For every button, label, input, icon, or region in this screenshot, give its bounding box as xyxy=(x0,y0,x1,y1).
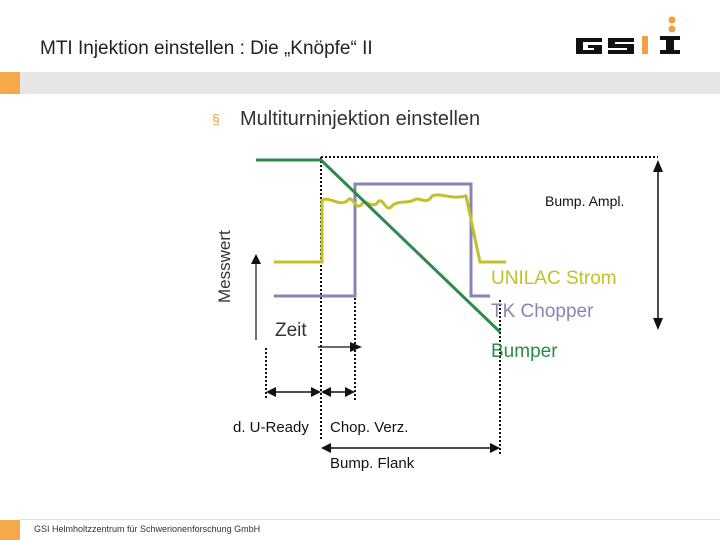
bump-flank-label: Bump. Flank xyxy=(330,455,415,472)
bump-ampl-label: Bump. Ampl. xyxy=(545,193,625,209)
chopper-trace xyxy=(274,182,490,298)
legend-bumper: Bumper xyxy=(491,341,558,362)
bump-ampl-arrowhead-bottom xyxy=(653,318,663,330)
bump-ampl-arrowhead-top xyxy=(653,160,663,172)
footer-text: GSI Helmholtzzentrum für Schwerionenfors… xyxy=(34,524,261,534)
x-axis-label: Zeit xyxy=(275,320,307,341)
footer-divider xyxy=(20,519,720,520)
bullet-icon: § xyxy=(212,111,220,127)
chop-verz-label: Chop. Verz. xyxy=(330,419,409,436)
y-axis-arrowhead xyxy=(251,254,261,264)
bumper-trace xyxy=(256,158,502,334)
legend-unilac: UNILAC Strom xyxy=(491,268,617,289)
gsi-logo xyxy=(576,16,680,54)
legend-chopper: TK Chopper xyxy=(491,301,594,322)
unilac-trace xyxy=(274,193,506,264)
subtitle: Multiturninjektion einstellen xyxy=(240,108,481,130)
page-title: MTI Injektion einstellen : Die „Knöpfe“ … xyxy=(40,38,373,59)
accent-bar-top xyxy=(0,72,20,94)
du-ready-label: d. U-Ready xyxy=(233,419,309,436)
y-axis-label: Messwert xyxy=(215,230,234,303)
header-band xyxy=(20,72,720,94)
accent-bar-bottom xyxy=(0,520,20,540)
